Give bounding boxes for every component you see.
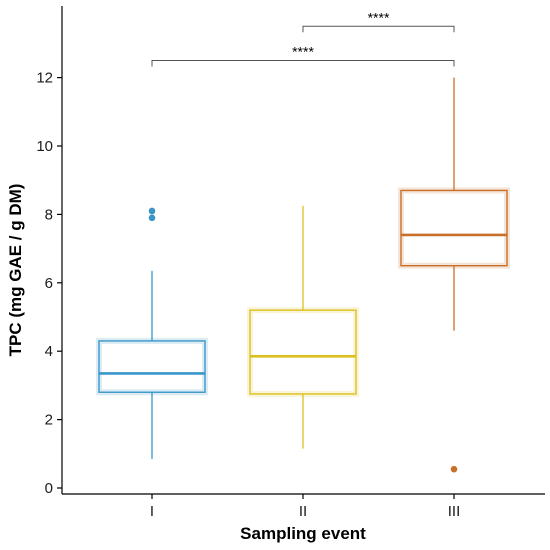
- y-tick-label: 2: [45, 412, 53, 429]
- x-axis: I II III: [62, 493, 545, 520]
- y-axis-title: TPC (mg GAE / g DM): [6, 184, 25, 357]
- y-tick-label: 6: [45, 275, 53, 292]
- outlier-point: [450, 465, 458, 473]
- outlier-point: [148, 214, 156, 222]
- significance-layer: **** ****: [151, 9, 455, 67]
- x-tick-label: II: [299, 503, 307, 520]
- box-I: [96, 207, 208, 459]
- boxes-layer: [96, 77, 510, 473]
- box-iqr: [98, 340, 206, 393]
- outlier-point: [148, 207, 156, 215]
- box-II: [247, 205, 359, 449]
- significance-label: ****: [292, 44, 314, 60]
- significance-label: ****: [368, 9, 390, 25]
- x-axis-title: Sampling event: [240, 524, 366, 543]
- box-III: [398, 77, 510, 473]
- significance-bracket: ****: [302, 9, 455, 33]
- significance-bracket: ****: [151, 44, 455, 67]
- bracket-line: [302, 25, 455, 33]
- x-tick-label: III: [448, 503, 461, 520]
- x-tick-label: I: [150, 503, 154, 520]
- y-tick-label: 12: [36, 70, 53, 87]
- y-tick-label: 4: [45, 343, 53, 360]
- box-iqr: [400, 189, 508, 267]
- y-tick-label: 8: [45, 206, 53, 223]
- y-tick-label: 0: [45, 480, 53, 497]
- y-tick-label: 10: [36, 138, 53, 155]
- y-axis: 0 2 4 6 8 10 12: [36, 6, 63, 497]
- bracket-line: [151, 60, 455, 67]
- box-iqr: [249, 309, 357, 395]
